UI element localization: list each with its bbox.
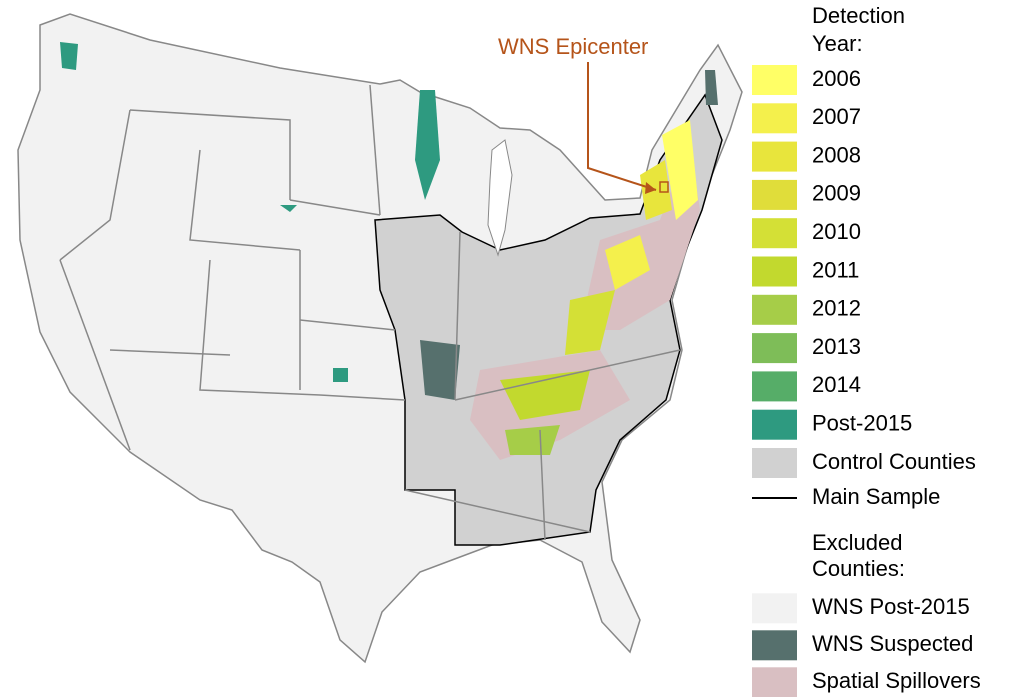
legend-swatch bbox=[752, 593, 797, 624]
legend-label: 2007 bbox=[812, 104, 861, 129]
legend-swatch bbox=[752, 218, 797, 249]
epicenter-arrow bbox=[587, 62, 657, 191]
legend-label: 2014 bbox=[812, 372, 861, 397]
legend-swatch bbox=[752, 256, 797, 287]
legend-subtitle: Excluded bbox=[812, 530, 903, 555]
legend-swatch bbox=[752, 409, 797, 440]
legend-label: WNS Suspected bbox=[812, 631, 973, 656]
epicenter-marker bbox=[659, 181, 669, 193]
legend-swatch bbox=[752, 667, 797, 697]
legend-title: Detection bbox=[812, 3, 905, 28]
legend-label: 2010 bbox=[812, 219, 861, 244]
legend-label: Spatial Spillovers bbox=[812, 668, 981, 693]
legend-label: 2008 bbox=[812, 142, 861, 167]
legend-subtitle: Counties: bbox=[812, 556, 905, 581]
county-patches bbox=[60, 42, 718, 460]
legend-swatch bbox=[752, 294, 797, 325]
legend-title: Year: bbox=[812, 31, 863, 56]
legend-label: 2009 bbox=[812, 181, 861, 206]
state-borders bbox=[59, 84, 681, 541]
legend-swatch bbox=[752, 179, 797, 210]
epicenter-arrowhead bbox=[645, 182, 656, 194]
legend-swatch bbox=[752, 103, 797, 134]
legend-label: 2012 bbox=[812, 296, 861, 321]
lake-michigan bbox=[487, 139, 513, 257]
legend-swatch bbox=[752, 630, 797, 661]
main-sample-region bbox=[374, 93, 723, 546]
legend-label: 2011 bbox=[812, 257, 859, 282]
epicenter-label: WNS Epicenter bbox=[498, 34, 648, 59]
legend-swatch bbox=[752, 141, 797, 172]
legend-label: Control Counties bbox=[812, 449, 976, 474]
legend-swatch bbox=[752, 333, 797, 364]
legend-label: Post-2015 bbox=[812, 411, 912, 436]
legend-label: 2006 bbox=[812, 66, 861, 91]
legend-swatch bbox=[752, 448, 797, 478]
legend-label: Main Sample bbox=[812, 484, 940, 509]
legend-label: 2013 bbox=[812, 334, 861, 359]
legend-swatch bbox=[752, 371, 797, 402]
legend: Detection Year: 2006 2007 2008 2009 2010 2011 20… bbox=[752, 3, 981, 697]
legend-label: WNS Post-2015 bbox=[812, 594, 970, 619]
legend-swatch bbox=[752, 65, 797, 95]
